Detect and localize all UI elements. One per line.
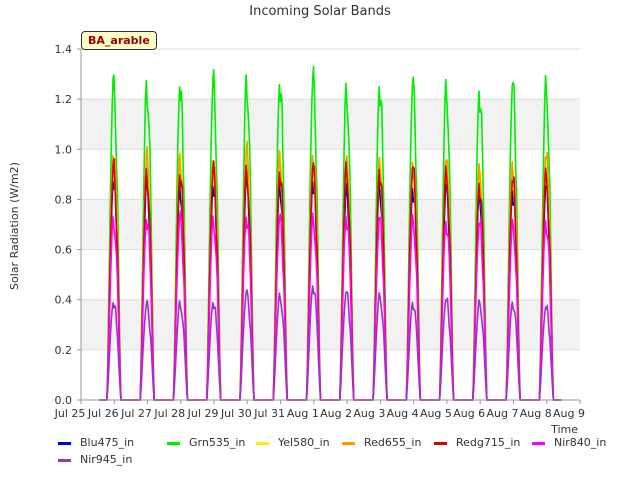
legend-swatch [58, 459, 71, 462]
x-tick-label: Jul 31 [253, 407, 285, 420]
grid-band [81, 199, 580, 250]
y-tick-label: 1.0 [55, 143, 73, 156]
x-tick-label: Aug 1 [287, 407, 319, 420]
legend-label: Grn535_in [189, 436, 246, 449]
x-tick-label: Jul 27 [120, 407, 152, 420]
x-tick-label: Aug 8 [520, 407, 552, 420]
y-tick-label: 0.6 [55, 244, 73, 257]
x-tick-label: Jul 28 [153, 407, 185, 420]
grid-band [81, 299, 580, 350]
legend-swatch [256, 442, 269, 445]
x-tick-labels: Jul 25 Jul 26 Jul 27 Jul 28 Jul 29 Jul 30 Jul … [54, 400, 585, 420]
x-tick-label: Jul 26 [87, 407, 119, 420]
y-tick-label: 1.4 [55, 43, 73, 56]
legend-label: Nir840_in [554, 436, 607, 449]
legend-swatch [434, 442, 447, 445]
x-tick-label: Jul 30 [220, 407, 252, 420]
x-tick-label: Aug 6 [453, 407, 485, 420]
x-tick-label: Aug 4 [387, 407, 419, 420]
x-tick-label: Jul 25 [54, 407, 86, 420]
legend-label: Red655_in [364, 436, 422, 449]
x-tick-label: Aug 2 [320, 407, 352, 420]
x-tick-label: Aug 7 [486, 407, 518, 420]
legend-label: Yel580_in [278, 436, 330, 449]
y-tick-label: 0.8 [55, 193, 73, 206]
legend-swatch [58, 442, 71, 445]
x-tick-label: Aug 9 [553, 407, 585, 420]
y-tick-label: 0.4 [55, 294, 73, 307]
grid-band [81, 99, 580, 150]
legend-label: Nir945_in [80, 453, 133, 466]
x-axis-label: Time [550, 423, 578, 436]
y-tick-label: 1.2 [55, 93, 73, 106]
x-tick-label: Aug 5 [420, 407, 452, 420]
y-tick-label: 0.0 [55, 394, 73, 407]
site-annotation-badge: BA_arable [81, 31, 157, 50]
y-axis-label: Solar Radiation (W/m2) [8, 162, 21, 290]
legend-swatch [167, 442, 180, 445]
legend-label: Blu475_in [80, 436, 135, 449]
axes [80, 49, 580, 401]
x-tick-label: Aug 3 [353, 407, 385, 420]
y-tick-labels: 0.0 0.2 0.4 0.6 0.8 1.0 1.2 1.4 [55, 43, 81, 407]
legend-label: Redg715_in [456, 436, 521, 449]
legend-swatch [342, 442, 355, 445]
legend-swatch [532, 442, 545, 445]
y-tick-label: 0.2 [55, 344, 73, 357]
x-tick-label: Jul 29 [187, 407, 219, 420]
plot-background [81, 49, 580, 400]
chart-title: Incoming Solar Bands [249, 4, 391, 19]
